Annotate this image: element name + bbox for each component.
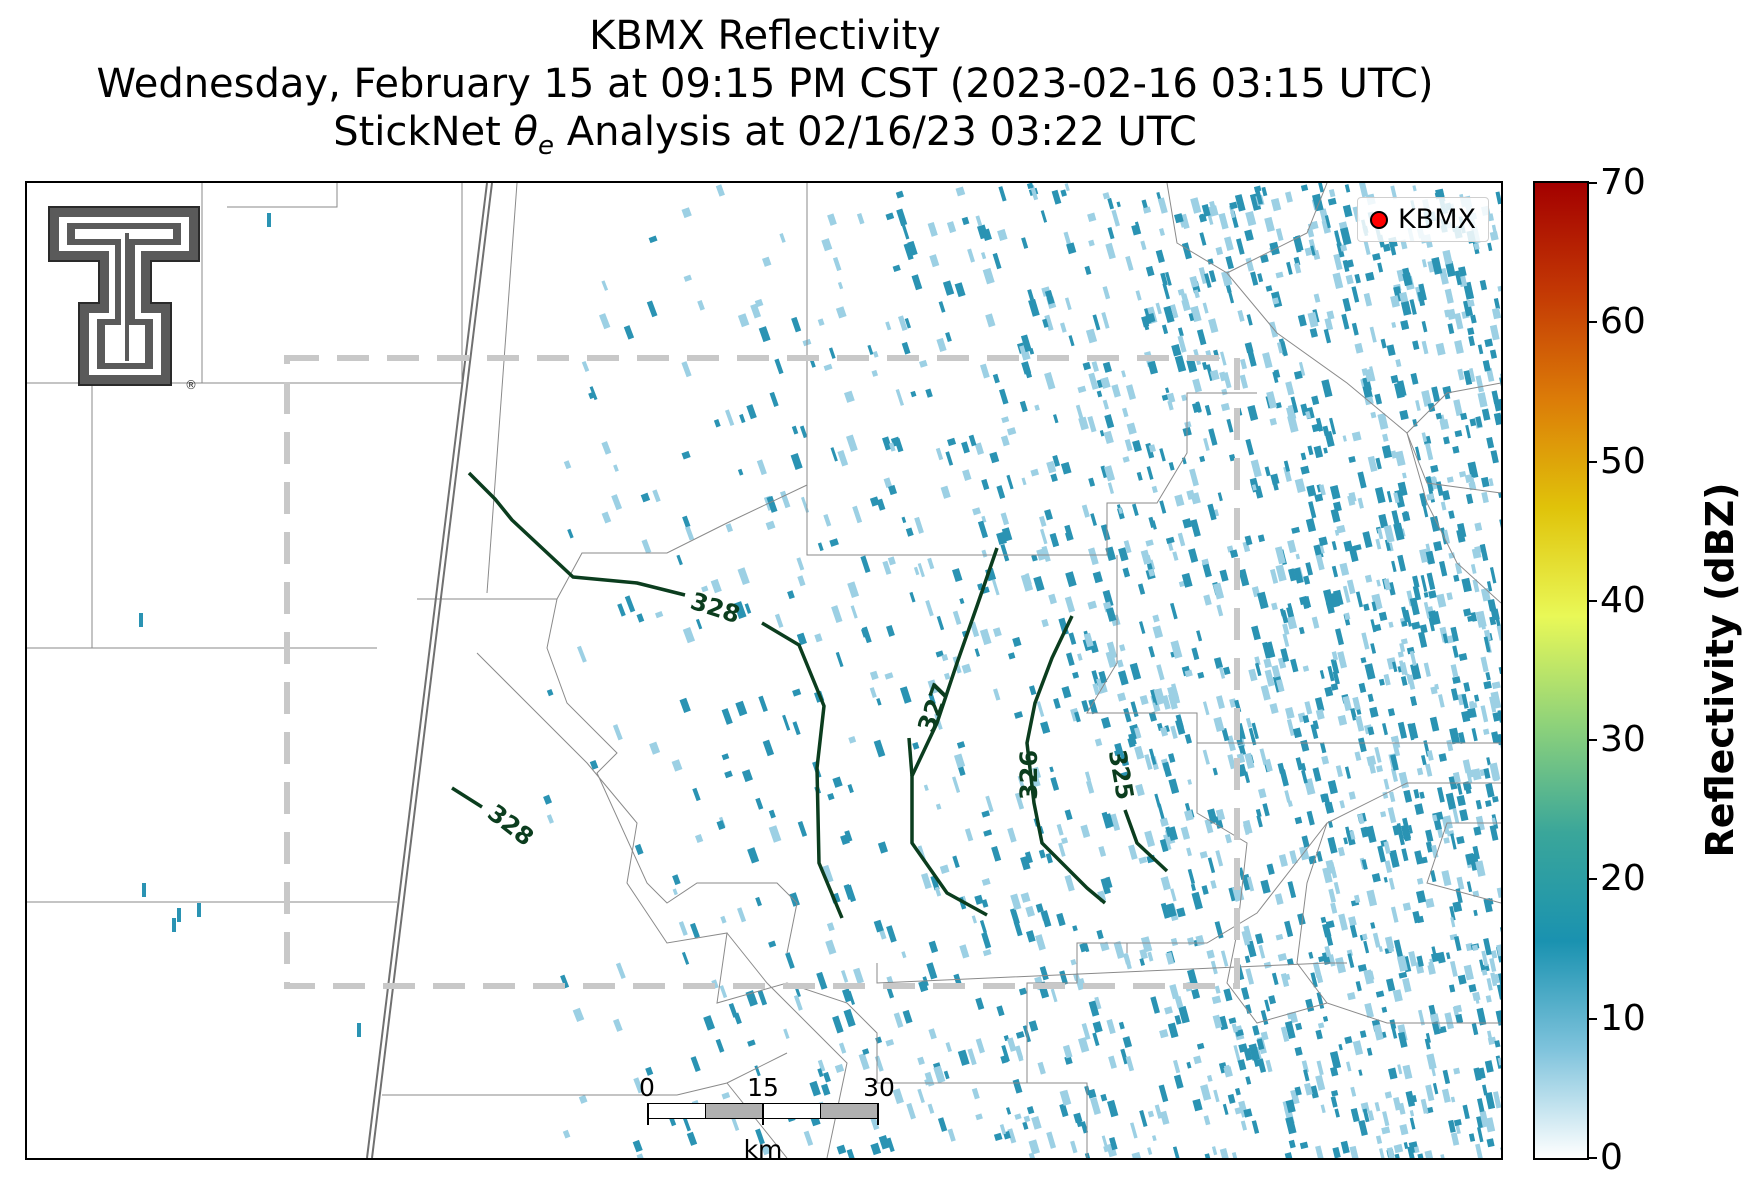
colorbar-tick-mark [1589,321,1597,324]
colorbar-tick-label: 70 [1600,162,1646,203]
colorbar-tick-label: 40 [1600,579,1646,621]
theta-e-contours [451,471,1169,919]
contour-label-325: 325 [1103,748,1139,802]
contour-line-328-north [467,471,686,597]
scale-label-15: 15 [747,1073,779,1102]
contour-line-328-west [451,786,483,809]
colorbar-tick-mark [1589,878,1597,881]
contour-labels: 328 328 327 326 325 [482,587,1139,852]
reflectivity-echoes [139,183,1501,1158]
map-panel[interactable]: 328 328 327 326 325 ® [25,181,1503,1160]
colorbar-tick-label: 50 [1600,440,1646,482]
colorbar-tick-mark [1589,1017,1597,1020]
title-analysis-prefix: StickNet [333,109,514,155]
contour-label-328-west: 328 [482,799,539,852]
contour-label-326: 326 [1015,750,1043,800]
scale-unit: km [743,1135,783,1160]
scale-label-30: 30 [863,1073,895,1102]
contour-line-327-top [907,737,914,777]
colorbar-title: Reflectivity (dBZ) [1698,482,1742,858]
contour-label-328-north: 328 [687,587,743,629]
title-analysis: StickNet θe Analysis at 02/16/23 03:22 U… [0,108,1530,170]
state-boundary [366,183,493,1158]
contour-line-328-north-b [761,621,844,919]
colorbar-tick-label: 10 [1600,997,1646,1039]
scale-label-0: 0 [639,1073,655,1102]
colorbar-tick-mark [1589,599,1597,602]
title-radar: KBMX Reflectivity [589,13,941,59]
title-time: Wednesday, February 15 at 09:15 PM CST (… [96,61,1434,107]
county-boundaries [27,183,1501,1158]
contour-line-326 [1025,615,1107,905]
map-legend: KBMX [1356,197,1489,242]
contour-label-327: 327 [912,679,955,736]
contour-line-327 [910,547,999,917]
colorbar-tick-label: 60 [1600,301,1646,343]
theta-symbol: θ [513,109,538,155]
colorbar-tick-mark [1589,739,1597,742]
analysis-domain-box [284,355,1240,989]
colorbar-tick-label: 0 [1600,1137,1623,1178]
colorbar-tick-label: 20 [1600,858,1646,900]
legend-label: KBMX [1397,204,1476,235]
logo-registered-mark: ® [185,378,197,391]
colorbar-tick-label: 30 [1600,719,1646,761]
scale-bar: 0 15 30 km [639,1073,895,1158]
theta-subscript: e [537,131,554,161]
reflectivity-colorbar [1533,181,1589,1160]
colorbar-tick-mark [1589,1157,1597,1159]
title-analysis-suffix: Analysis at 02/16/23 03:22 UTC [553,109,1197,155]
radar-site-marker-icon [1369,210,1388,229]
map-canvas: 328 328 327 326 325 [27,183,1501,1158]
colorbar-tick-mark [1589,182,1597,184]
figure-title: KBMX Reflectivity Wednesday, February 15… [0,12,1530,170]
texas-tech-double-t-logo: ® [45,203,205,395]
contour-line-325 [1123,809,1169,873]
colorbar-tick-mark [1589,460,1597,463]
